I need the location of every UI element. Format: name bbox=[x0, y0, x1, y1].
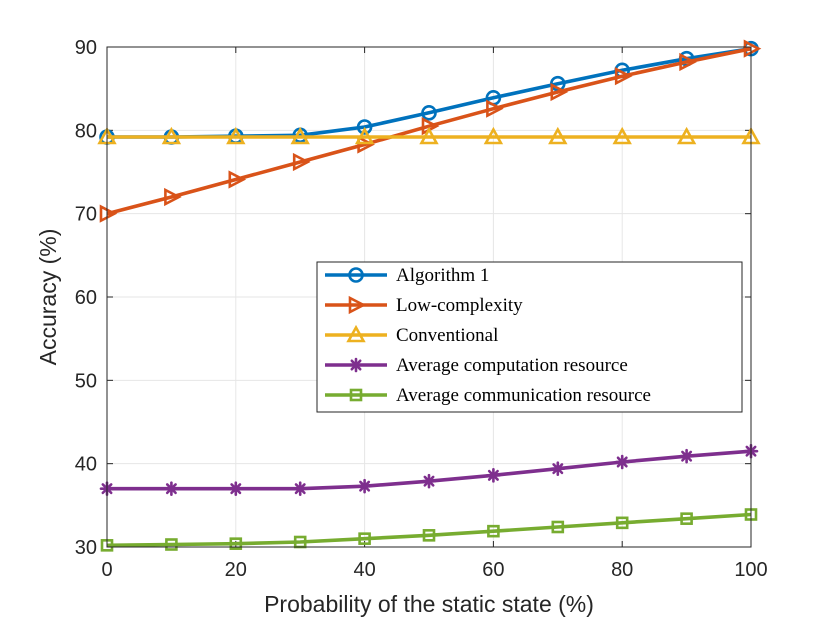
data-point-triangle-up bbox=[483, 126, 504, 145]
data-point-asterisk bbox=[292, 481, 308, 496]
data-point-circle bbox=[421, 105, 437, 121]
series-2 bbox=[99, 39, 762, 223]
data-point-asterisk bbox=[164, 481, 179, 496]
data-point-square bbox=[229, 537, 243, 550]
legend-item: Low-complexity bbox=[325, 295, 523, 316]
legend-label: Algorithm 1 bbox=[396, 265, 489, 286]
data-point-triangle-up bbox=[419, 126, 439, 145]
legend-marker bbox=[346, 324, 366, 343]
x-tick-label: 80 bbox=[611, 559, 633, 581]
data-point-triangle-right bbox=[357, 135, 375, 154]
data-point-triangle-up bbox=[226, 126, 246, 145]
data-point-square bbox=[551, 520, 565, 534]
x-tick-label: 100 bbox=[734, 559, 767, 581]
y-tick-label: 80 bbox=[75, 120, 97, 142]
data-point-triangle-up bbox=[161, 126, 182, 145]
plot-frame bbox=[106, 46, 752, 548]
asterisk-stroke bbox=[294, 483, 306, 495]
y-tick-label: 60 bbox=[75, 287, 97, 309]
legend-item: Average computation resource bbox=[325, 355, 628, 376]
asterisk-stroke bbox=[359, 480, 371, 492]
y-axis-label: Accuracy (%) bbox=[35, 229, 61, 366]
data-point-triangle-up bbox=[548, 126, 568, 145]
y-tick-label: 90 bbox=[75, 37, 97, 59]
data-point-square bbox=[422, 529, 436, 542]
asterisk-stroke bbox=[552, 463, 564, 475]
data-point-asterisk bbox=[614, 454, 630, 470]
series-3 bbox=[97, 126, 761, 145]
legend-item: Conventional bbox=[325, 324, 498, 346]
legend-label: Conventional bbox=[396, 325, 498, 346]
data-point-triangle-up bbox=[354, 126, 375, 145]
legend-marker bbox=[349, 388, 363, 402]
data-point-triangle-up bbox=[612, 126, 632, 145]
data-point-triangle-right bbox=[550, 82, 569, 102]
y-tick-label: 70 bbox=[75, 204, 97, 226]
asterisk-stroke bbox=[165, 483, 177, 495]
legend-label: Average computation resource bbox=[396, 355, 628, 376]
data-point-square bbox=[615, 516, 629, 530]
asterisk-stroke bbox=[423, 475, 435, 487]
data-point-asterisk bbox=[357, 478, 372, 494]
data-point-triangle-right bbox=[292, 152, 311, 172]
data-point-asterisk bbox=[486, 468, 501, 483]
data-point-triangle-right bbox=[228, 170, 247, 189]
y-tick-label: 30 bbox=[75, 537, 97, 559]
asterisk-stroke bbox=[230, 483, 242, 495]
data-point-asterisk bbox=[421, 473, 437, 489]
data-point-square bbox=[487, 524, 500, 538]
asterisk-stroke bbox=[616, 456, 628, 468]
axis-ticks: 0 20 40 60 80 100 30 40 50 60 70 80 90 bbox=[75, 37, 768, 581]
data-point-asterisk bbox=[550, 461, 566, 476]
asterisk-stroke bbox=[350, 359, 362, 371]
legend-label: Low-complexity bbox=[396, 295, 523, 316]
legend-label: Average communication resource bbox=[396, 385, 651, 406]
asterisk-stroke bbox=[681, 450, 693, 462]
legend-marker bbox=[348, 357, 364, 373]
y-tick-label: 40 bbox=[75, 454, 97, 476]
series-group bbox=[97, 39, 762, 552]
y-tick-label: 50 bbox=[75, 370, 97, 392]
x-tick-label: 0 bbox=[101, 559, 112, 581]
data-point-square bbox=[165, 538, 178, 551]
data-point-asterisk bbox=[228, 481, 244, 496]
asterisk-stroke bbox=[487, 469, 499, 481]
data-point-square bbox=[358, 532, 371, 545]
series-line bbox=[106, 46, 752, 216]
data-point-triangle-right bbox=[164, 187, 182, 207]
x-axis-label: Probability of the static state (%) bbox=[264, 591, 594, 617]
legend-item: Algorithm 1 bbox=[325, 265, 489, 286]
legend-item: Average communication resource bbox=[325, 385, 651, 406]
legend-box bbox=[316, 261, 743, 413]
data-point-triangle-right bbox=[486, 99, 504, 118]
legend: Algorithm 1 Low-complexity Conventional Ave… bbox=[316, 261, 743, 413]
data-point-circle bbox=[356, 119, 373, 135]
data-point-triangle-up bbox=[290, 126, 310, 145]
data-point-triangle-right bbox=[679, 52, 697, 72]
legend-marker bbox=[348, 295, 367, 315]
data-point-triangle-right bbox=[743, 39, 762, 58]
legend-marker bbox=[348, 267, 364, 283]
data-point-asterisk bbox=[679, 448, 694, 464]
data-point-triangle-right bbox=[99, 204, 118, 223]
data-point-triangle-up bbox=[676, 126, 697, 145]
x-tick-label: 40 bbox=[353, 559, 375, 581]
data-point-triangle-right bbox=[614, 67, 633, 86]
series-line bbox=[106, 512, 752, 548]
x-tick-label: 60 bbox=[482, 559, 504, 581]
data-point-square bbox=[680, 512, 693, 525]
x-tick-label: 20 bbox=[225, 559, 247, 581]
